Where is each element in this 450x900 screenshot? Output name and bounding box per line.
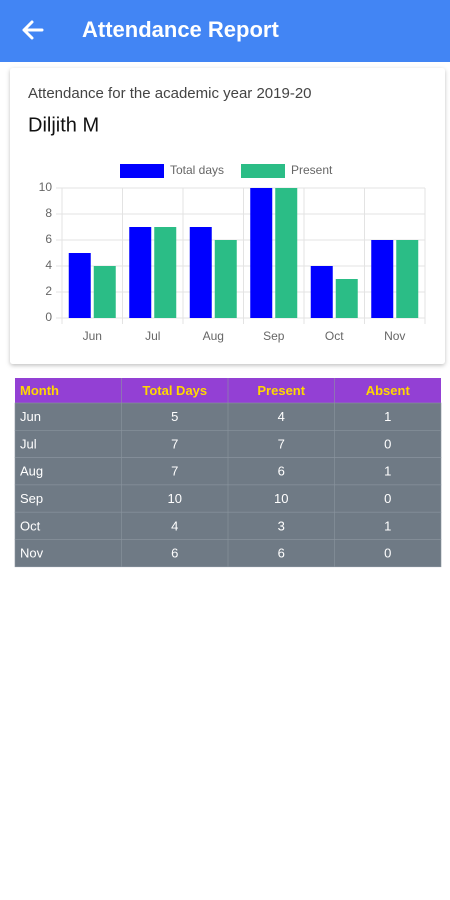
y-tick-label: 8 xyxy=(45,206,52,220)
table-cell: 0 xyxy=(384,436,391,451)
table-cell: Jul xyxy=(20,436,37,451)
table-cell: Jun xyxy=(20,409,41,424)
table-cell: 1 xyxy=(384,518,391,533)
x-tick-label: Aug xyxy=(203,329,224,343)
bar xyxy=(275,188,298,318)
y-tick-label: 10 xyxy=(39,180,53,194)
column-header: Total Days xyxy=(142,383,207,398)
bar xyxy=(154,227,177,318)
table-cell: 5 xyxy=(171,409,178,424)
bar xyxy=(250,188,273,318)
chart: Total days Present 0 2 4 6 8 10 Jun Jul Aug Sep Oct N… xyxy=(39,163,426,343)
table-cell: 1 xyxy=(384,464,391,479)
bar xyxy=(371,240,394,318)
table-cell: Aug xyxy=(20,464,43,479)
table-cell: 10 xyxy=(274,491,288,506)
x-tick-label: Nov xyxy=(384,329,405,343)
table-cell: 6 xyxy=(278,546,285,561)
table-cell: 0 xyxy=(384,491,391,506)
bar xyxy=(129,227,152,318)
legend-label: Present xyxy=(291,163,333,177)
report-card xyxy=(10,68,445,364)
table-cell: Nov xyxy=(20,546,44,561)
x-tick-label: Oct xyxy=(325,329,344,343)
student-name: Diljith M xyxy=(28,114,99,136)
table-cell: 4 xyxy=(171,518,178,533)
table-cell: 7 xyxy=(171,436,178,451)
bar xyxy=(310,266,333,318)
bar xyxy=(396,240,419,318)
table-cell: 10 xyxy=(168,491,182,506)
card-subtitle: Attendance for the academic year 2019-20 xyxy=(28,85,312,102)
table-cell: Sep xyxy=(20,491,43,506)
table-cell: 7 xyxy=(278,436,285,451)
x-tick-label: Jul xyxy=(145,329,160,343)
page-title: Attendance Report xyxy=(82,17,279,42)
legend-swatch xyxy=(241,164,285,178)
bar xyxy=(68,253,91,318)
y-tick-label: 4 xyxy=(45,258,52,272)
bar xyxy=(214,240,237,318)
table-cell: 4 xyxy=(278,409,285,424)
column-header: Month xyxy=(20,383,59,398)
legend-swatch xyxy=(120,164,164,178)
bar xyxy=(335,279,358,318)
y-tick-label: 0 xyxy=(45,310,52,324)
table-cell: 6 xyxy=(171,546,178,561)
y-tick-label: 2 xyxy=(45,284,52,298)
attendance-table: Month Total Days Present Absent Jun 5 4 1 Jul 7 7 0… xyxy=(14,378,442,568)
x-tick-label: Sep xyxy=(263,329,285,343)
column-header: Present xyxy=(257,383,305,398)
table-cell: 3 xyxy=(278,518,285,533)
table-cell: 6 xyxy=(278,464,285,479)
table-cell: 0 xyxy=(384,546,391,561)
table-cell: Oct xyxy=(20,518,41,533)
column-header: Absent xyxy=(366,383,411,398)
y-tick-label: 6 xyxy=(45,232,52,246)
back-button[interactable] xyxy=(22,20,44,40)
bar xyxy=(189,227,212,318)
legend-label: Total days xyxy=(170,163,224,177)
x-tick-label: Jun xyxy=(83,329,102,343)
app-bar xyxy=(0,0,450,62)
bar xyxy=(93,266,116,318)
table-cell: 7 xyxy=(171,464,178,479)
table-cell: 1 xyxy=(384,409,391,424)
